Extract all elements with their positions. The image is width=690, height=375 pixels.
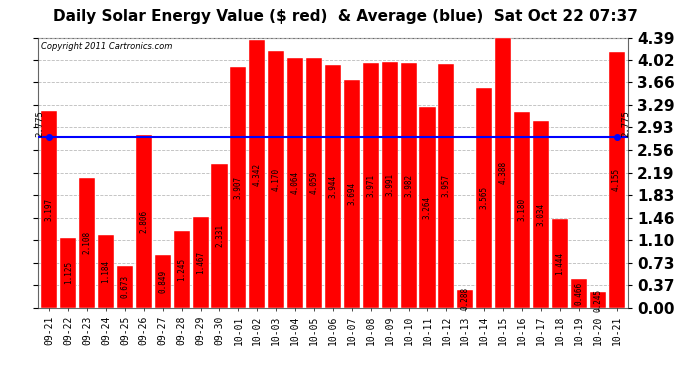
- Text: 2.775: 2.775: [35, 110, 44, 137]
- Bar: [155, 255, 171, 308]
- Bar: [79, 178, 95, 308]
- Bar: [514, 112, 530, 308]
- Text: 3.991: 3.991: [385, 173, 394, 196]
- Bar: [457, 290, 473, 308]
- Bar: [268, 51, 284, 308]
- Text: 3.957: 3.957: [442, 174, 451, 197]
- Text: 0.245: 0.245: [593, 288, 602, 312]
- Text: 4.059: 4.059: [310, 171, 319, 194]
- Text: 0.466: 0.466: [574, 282, 583, 305]
- Bar: [609, 52, 624, 308]
- Bar: [571, 279, 586, 308]
- Text: Daily Solar Energy Value ($ red)  & Average (blue)  Sat Oct 22 07:37: Daily Solar Energy Value ($ red) & Avera…: [52, 9, 638, 24]
- Text: 3.694: 3.694: [347, 182, 356, 206]
- Text: 3.180: 3.180: [518, 198, 526, 221]
- Bar: [552, 219, 568, 308]
- Bar: [590, 292, 606, 308]
- Text: 3.944: 3.944: [328, 175, 337, 198]
- Bar: [230, 67, 246, 308]
- Bar: [533, 121, 549, 308]
- Text: 3.264: 3.264: [423, 196, 432, 219]
- Text: 0.849: 0.849: [158, 270, 167, 293]
- Bar: [438, 64, 455, 308]
- Bar: [193, 217, 208, 308]
- Text: 4.342: 4.342: [253, 162, 262, 186]
- Text: 0.673: 0.673: [121, 275, 130, 298]
- Text: 2.331: 2.331: [215, 224, 224, 248]
- Bar: [174, 231, 190, 308]
- Text: 1.125: 1.125: [63, 261, 72, 285]
- Text: 1.245: 1.245: [177, 258, 186, 281]
- Text: 4.388: 4.388: [499, 161, 508, 184]
- Text: 4.064: 4.064: [290, 171, 299, 194]
- Text: 3.197: 3.197: [45, 198, 54, 221]
- Bar: [41, 111, 57, 308]
- Text: 1.184: 1.184: [101, 260, 110, 283]
- Bar: [136, 135, 152, 308]
- Text: 2.775: 2.775: [622, 110, 631, 137]
- Text: 3.565: 3.565: [480, 186, 489, 209]
- Text: 2.806: 2.806: [139, 210, 148, 233]
- Bar: [306, 58, 322, 308]
- Bar: [325, 65, 341, 308]
- Text: 3.971: 3.971: [366, 174, 375, 197]
- Bar: [249, 40, 266, 308]
- Text: 1.444: 1.444: [555, 252, 564, 274]
- Text: Copyright 2011 Cartronics.com: Copyright 2011 Cartronics.com: [41, 42, 172, 51]
- Text: 3.982: 3.982: [404, 174, 413, 196]
- Bar: [344, 80, 360, 308]
- Bar: [363, 63, 379, 308]
- Text: 4.155: 4.155: [612, 168, 621, 191]
- Text: 3.907: 3.907: [234, 176, 243, 199]
- Text: 4.170: 4.170: [272, 168, 281, 191]
- Bar: [98, 235, 114, 308]
- Bar: [400, 63, 417, 308]
- Bar: [287, 57, 303, 308]
- Bar: [60, 238, 76, 308]
- Bar: [495, 38, 511, 308]
- Text: 1.467: 1.467: [196, 251, 205, 274]
- Bar: [420, 107, 435, 307]
- Bar: [117, 266, 133, 308]
- Text: 3.034: 3.034: [536, 202, 545, 226]
- Text: 0.288: 0.288: [461, 287, 470, 310]
- Text: 2.108: 2.108: [83, 231, 92, 254]
- Bar: [476, 88, 492, 308]
- Bar: [382, 62, 397, 308]
- Bar: [211, 164, 228, 308]
